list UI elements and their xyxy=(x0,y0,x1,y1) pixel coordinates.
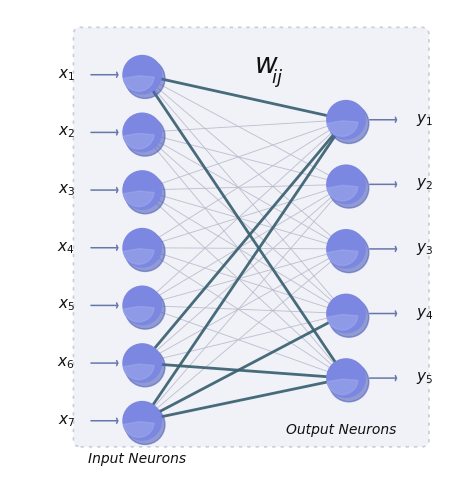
Circle shape xyxy=(329,233,369,273)
Text: $y_2$: $y_2$ xyxy=(416,176,433,192)
Wedge shape xyxy=(123,364,154,380)
Wedge shape xyxy=(327,250,358,265)
Text: $x_3$: $x_3$ xyxy=(58,182,75,198)
Circle shape xyxy=(122,285,162,325)
Text: Output Neurons: Output Neurons xyxy=(286,423,396,437)
Circle shape xyxy=(326,229,366,269)
Wedge shape xyxy=(327,379,358,395)
Wedge shape xyxy=(123,422,154,437)
Circle shape xyxy=(122,170,162,210)
Text: $x_7$: $x_7$ xyxy=(58,413,75,429)
Wedge shape xyxy=(123,249,154,264)
Wedge shape xyxy=(123,133,154,149)
Circle shape xyxy=(122,55,162,95)
Circle shape xyxy=(125,59,165,99)
Text: $x_1$: $x_1$ xyxy=(58,67,75,83)
Circle shape xyxy=(125,289,165,329)
Text: $y_4$: $y_4$ xyxy=(416,306,433,322)
Circle shape xyxy=(326,294,366,333)
Wedge shape xyxy=(327,185,358,201)
Circle shape xyxy=(122,343,162,383)
Text: $y_1$: $y_1$ xyxy=(416,112,433,128)
Circle shape xyxy=(125,405,165,445)
Circle shape xyxy=(329,297,369,337)
Circle shape xyxy=(326,100,366,139)
Wedge shape xyxy=(123,306,154,322)
Wedge shape xyxy=(327,121,358,136)
Circle shape xyxy=(122,228,162,268)
Circle shape xyxy=(326,164,366,204)
Wedge shape xyxy=(327,314,358,330)
Text: $x_2$: $x_2$ xyxy=(58,124,75,140)
Circle shape xyxy=(125,347,165,387)
Circle shape xyxy=(125,174,165,214)
Text: $x_4$: $x_4$ xyxy=(57,240,75,256)
Circle shape xyxy=(125,232,165,272)
Wedge shape xyxy=(123,76,154,91)
Circle shape xyxy=(329,168,369,208)
Text: $\mathit{w}$: $\mathit{w}$ xyxy=(254,51,278,79)
FancyBboxPatch shape xyxy=(73,27,429,447)
Text: Input Neurons: Input Neurons xyxy=(88,451,187,466)
Circle shape xyxy=(122,401,162,441)
Wedge shape xyxy=(123,191,154,207)
Text: $x_5$: $x_5$ xyxy=(58,297,75,313)
Text: $x_6$: $x_6$ xyxy=(57,355,75,371)
Text: $\mathit{ij}$: $\mathit{ij}$ xyxy=(271,67,283,89)
Circle shape xyxy=(326,358,366,398)
Text: $y_3$: $y_3$ xyxy=(416,241,433,257)
Circle shape xyxy=(329,362,369,402)
Text: $y_5$: $y_5$ xyxy=(416,370,433,386)
Circle shape xyxy=(122,112,162,152)
Circle shape xyxy=(125,116,165,156)
Circle shape xyxy=(329,104,369,143)
